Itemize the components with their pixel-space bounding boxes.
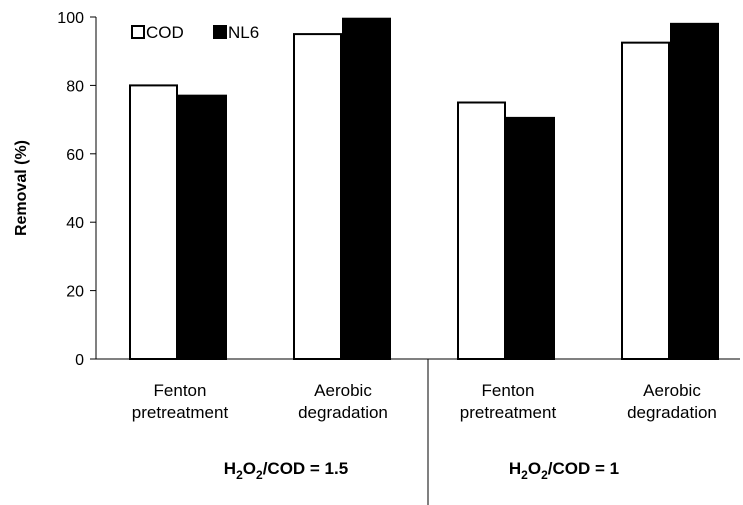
y-tick-label: 80 [66, 78, 84, 95]
group-label: H2O2/COD = 1.5 [224, 459, 348, 482]
category-label: pretreatment [460, 403, 557, 422]
bar-cod [293, 33, 342, 360]
y-tick-label: 20 [66, 284, 84, 301]
bar-nl6 [670, 22, 719, 361]
category-label: Aerobic [314, 381, 372, 400]
bar-nl6 [506, 116, 555, 360]
bar-cod [457, 101, 506, 360]
category-label: Fenton [154, 381, 207, 400]
category-label: pretreatment [132, 403, 229, 422]
y-tick-label: 40 [66, 215, 84, 232]
y-tick-label: 100 [57, 10, 84, 27]
legend-swatch-cod [131, 25, 145, 39]
y-tick-label: 0 [75, 352, 84, 369]
bar-nl6 [178, 94, 227, 360]
y-tick-label: 60 [66, 147, 84, 164]
group-label: H2O2/COD = 1 [509, 459, 619, 482]
legend-label-cod: COD [146, 23, 184, 42]
y-axis-label: Removal (%) [13, 140, 30, 236]
category-label: degradation [627, 403, 717, 422]
category-label: Fenton [482, 381, 535, 400]
category-label: degradation [298, 403, 388, 422]
category-label: Aerobic [643, 381, 701, 400]
bar-cod [129, 84, 178, 361]
y-ticks-layer: 0 20 40 60 80 100 [57, 10, 96, 369]
legend-swatch-nl6 [213, 25, 227, 39]
bar-cod [621, 41, 670, 361]
category-labels: Fenton pretreatment Aerobic degradation … [132, 381, 717, 422]
bars-layer [129, 17, 719, 361]
legend-label-nl6: NL6 [228, 23, 259, 42]
bar-nl6 [342, 17, 391, 361]
legend: COD NL6 [131, 23, 259, 42]
